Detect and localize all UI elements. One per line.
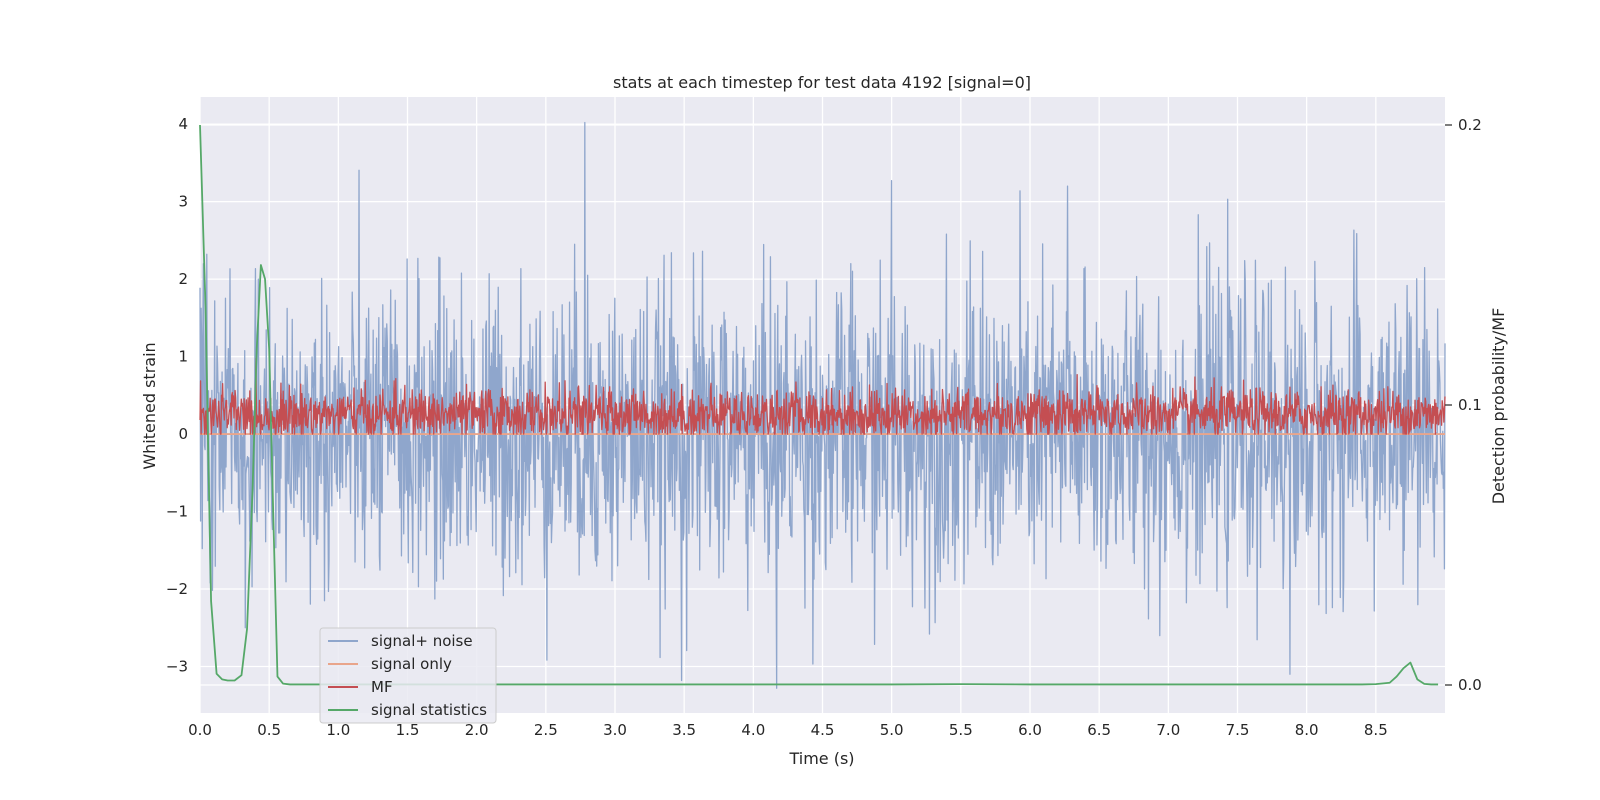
x-tick-label: 4.5 bbox=[811, 721, 835, 739]
right-y-axis-ticks: 0.0 0.1 0.2 bbox=[1445, 116, 1482, 694]
x-tick-label: 0.0 bbox=[188, 721, 212, 739]
y-tick-label: 0 bbox=[178, 425, 188, 443]
x-tick-label: 4.0 bbox=[741, 721, 765, 739]
legend-label-mf: MF bbox=[371, 678, 393, 696]
y-axis-ticks: −3 −2 −1 0 1 2 3 4 bbox=[166, 115, 188, 675]
x-tick-label: 6.5 bbox=[1087, 721, 1111, 739]
legend: signal+ noise signal only MF signal stat… bbox=[319, 627, 497, 724]
y-axis-label: Whitened strain bbox=[140, 342, 159, 469]
x-tick-label: 5.0 bbox=[880, 721, 904, 739]
x-axis-label: Time (s) bbox=[788, 749, 854, 768]
x-tick-label: 3.0 bbox=[603, 721, 627, 739]
x-tick-label: 7.0 bbox=[1156, 721, 1180, 739]
x-tick-label: 2.5 bbox=[534, 721, 558, 739]
y-tick-label: 1 bbox=[178, 348, 188, 366]
x-tick-label: 8.0 bbox=[1295, 721, 1319, 739]
x-tick-label: 5.5 bbox=[949, 721, 973, 739]
legend-label-signal-only: signal only bbox=[371, 655, 452, 673]
right-y-axis-label: Detection probability/MF bbox=[1489, 308, 1508, 505]
x-tick-label: 7.5 bbox=[1226, 721, 1250, 739]
y-tick-label: 4 bbox=[178, 115, 188, 133]
right-y-tick-label: 0.1 bbox=[1458, 396, 1482, 414]
x-tick-label: 8.5 bbox=[1364, 721, 1388, 739]
x-tick-label: 3.5 bbox=[672, 721, 696, 739]
x-tick-label: 1.0 bbox=[326, 721, 350, 739]
legend-box bbox=[319, 627, 497, 724]
y-tick-label: 3 bbox=[178, 193, 188, 211]
right-y-tick-label: 0.2 bbox=[1458, 116, 1482, 134]
series-mf bbox=[199, 357, 1446, 435]
x-tick-label: 2.0 bbox=[465, 721, 489, 739]
y-tick-label: −3 bbox=[166, 658, 188, 676]
x-axis-ticks: 0.0 0.5 1.0 1.5 2.0 2.5 3.0 3.5 4.0 4.5 5.0 5.5 6.0 6… bbox=[188, 721, 1388, 739]
y-tick-label: 2 bbox=[178, 270, 188, 288]
x-tick-label: 1.5 bbox=[396, 721, 420, 739]
y-tick-label: −2 bbox=[166, 580, 188, 598]
right-y-tick-label: 0.0 bbox=[1458, 676, 1482, 694]
legend-label-signal-noise: signal+ noise bbox=[371, 632, 473, 650]
x-tick-label: 6.0 bbox=[1018, 721, 1042, 739]
y-tick-label: −1 bbox=[166, 503, 188, 521]
chart-title: stats at each timestep for test data 419… bbox=[613, 73, 1031, 92]
legend-label-signal-statistics: signal statistics bbox=[371, 701, 487, 719]
x-tick-label: 0.5 bbox=[257, 721, 281, 739]
